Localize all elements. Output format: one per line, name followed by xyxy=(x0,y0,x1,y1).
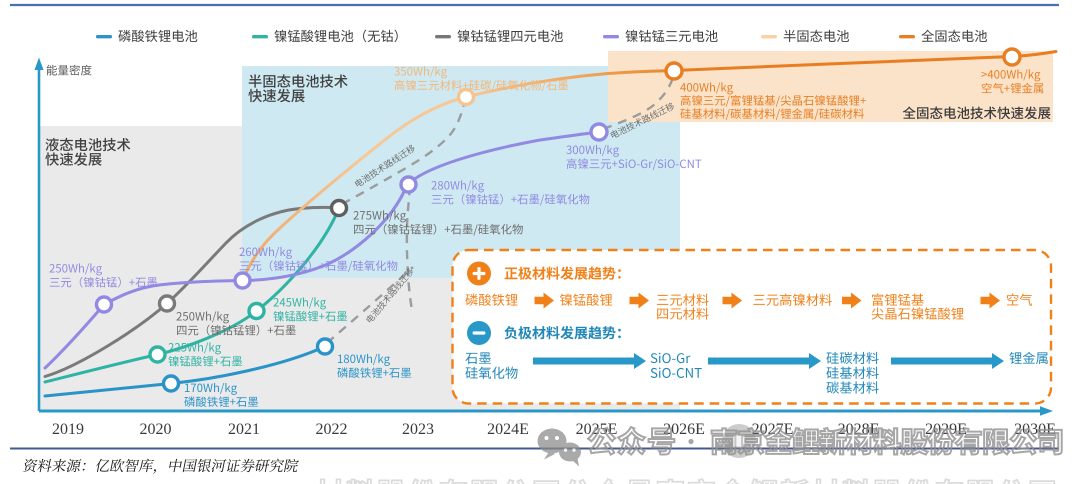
svg-text:2021: 2021 xyxy=(228,421,260,438)
svg-text:2019: 2019 xyxy=(52,421,84,438)
svg-text:2026E: 2026E xyxy=(663,421,705,438)
svg-text:2023: 2023 xyxy=(402,421,434,438)
svg-text:2022: 2022 xyxy=(316,421,348,438)
svg-text:2024E: 2024E xyxy=(487,421,529,438)
svg-text:2020: 2020 xyxy=(140,421,172,438)
